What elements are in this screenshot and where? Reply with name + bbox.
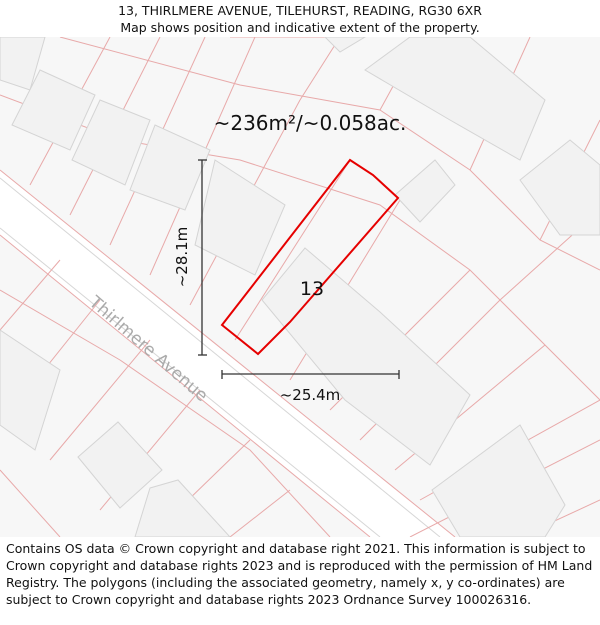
- building-ne-2: [519, 139, 600, 236]
- map-attribution: Contains OS data © Crown copyright and d…: [6, 541, 593, 607]
- map-canvas[interactable]: Thirlmere Avenue 13 ~236m²/~0.058ac. ~28…: [0, 36, 600, 538]
- height-measure-label: ~28.1m: [173, 227, 191, 288]
- road-kerb-2: [0, 227, 381, 538]
- map-header: 13, THIRLMERE AVENUE, TILEHURST, READING…: [0, 0, 600, 39]
- area-label: ~236m²/~0.058ac.: [214, 111, 407, 135]
- building-row-3: [129, 124, 211, 211]
- building-ne-1: [364, 36, 546, 161]
- property-boundary[interactable]: [220, 158, 400, 356]
- building-sw-1: [0, 329, 61, 451]
- width-measure: [221, 370, 400, 379]
- width-measure-label: ~25.4m: [280, 386, 341, 404]
- building-row-1: [11, 69, 96, 151]
- building-ne-top: [323, 36, 367, 53]
- road-edge-lower: [0, 234, 371, 538]
- map-svg: Thirlmere Avenue 13 ~236m²/~0.058ac. ~28…: [0, 36, 600, 538]
- road-edge-upper: [0, 169, 456, 538]
- map-subtitle: Map shows position and indicative extent…: [120, 20, 480, 35]
- building-row-2: [71, 99, 151, 186]
- building-plot-13: [261, 247, 471, 466]
- plot-number-label: 13: [300, 278, 324, 300]
- property-address: 13, THIRLMERE AVENUE, TILEHURST, READING…: [118, 3, 482, 18]
- building-e-1: [394, 159, 456, 223]
- road-kerb-1: [0, 177, 441, 538]
- building-se-1: [431, 424, 566, 538]
- height-measure: [198, 159, 207, 356]
- buildings: [0, 36, 600, 538]
- building-sw-2: [77, 421, 163, 509]
